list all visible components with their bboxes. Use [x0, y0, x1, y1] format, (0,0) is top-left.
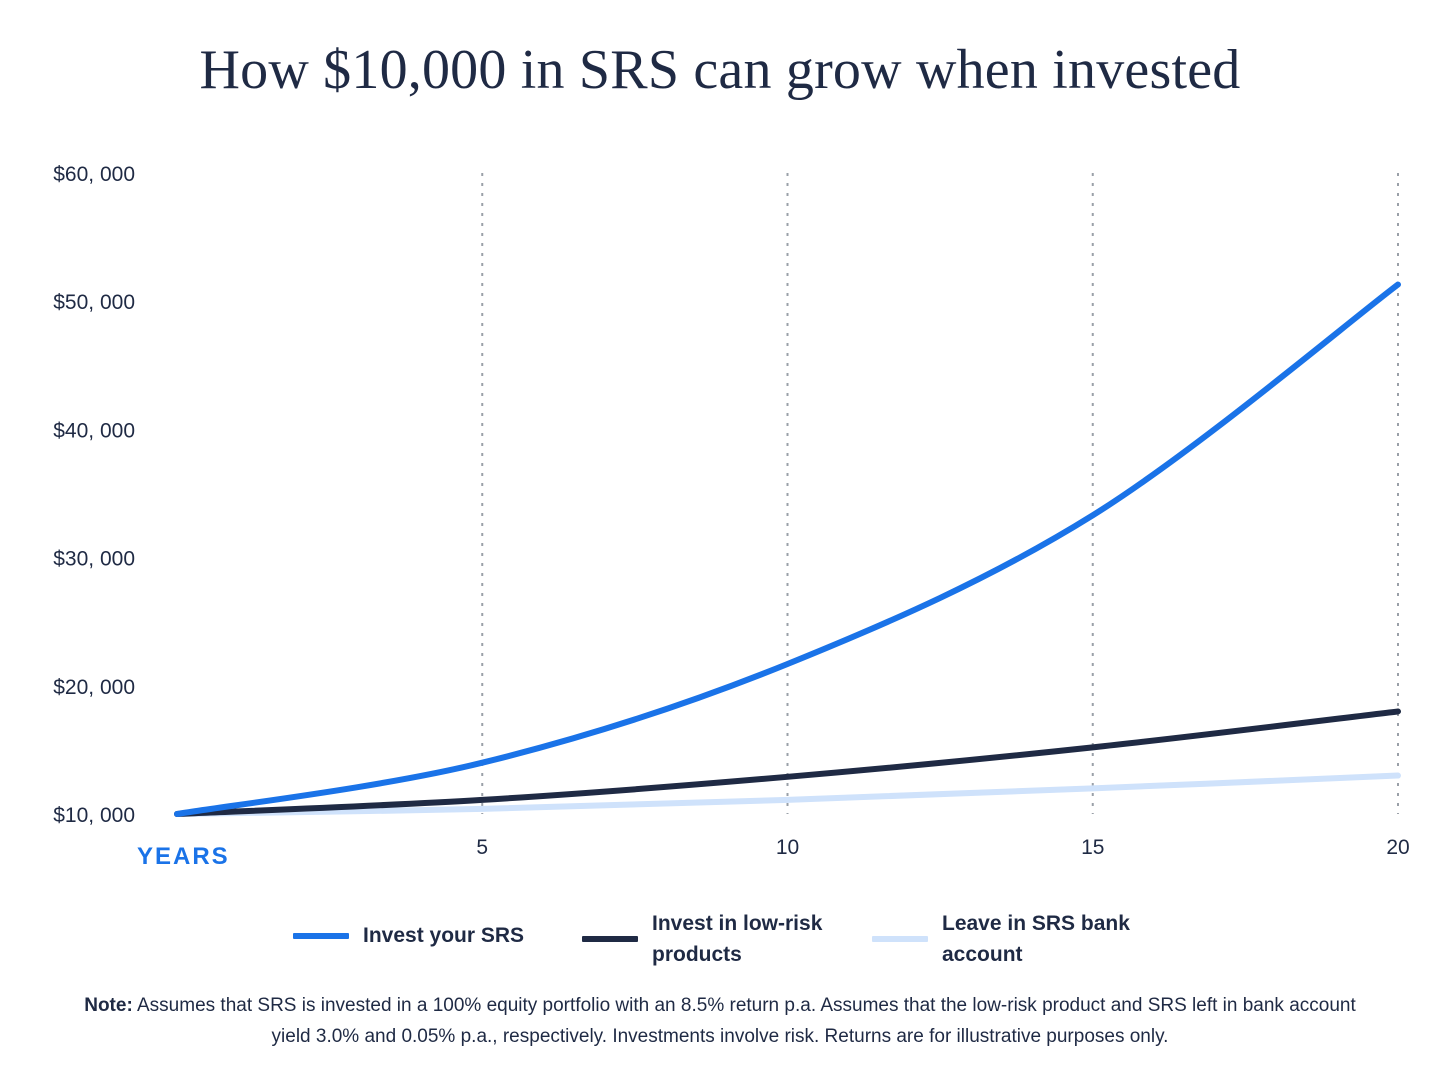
- legend-swatch-low-risk: [582, 936, 638, 942]
- footnote-prefix: Note:: [84, 995, 133, 1016]
- series-line-0: [174, 281, 1401, 817]
- legend-label-invest: Invest your SRS: [363, 924, 525, 947]
- footnote: Note: Assumes that SRS is invested in a …: [80, 990, 1360, 1052]
- chart-title: How $10,000 in SRS can grow when investe…: [199, 39, 1241, 101]
- x-tick-label: 10: [776, 836, 799, 859]
- x-tick-label: 20: [1386, 836, 1409, 859]
- series-line-1: [174, 708, 1401, 817]
- legend-item-invest: Invest your SRS: [293, 920, 524, 951]
- grid-lines: [481, 173, 1399, 814]
- legend-label-low-risk: Invest in low-risk products: [652, 912, 823, 966]
- x-tick-label: 15: [1081, 836, 1104, 859]
- y-tick-label: $40, 000: [53, 419, 135, 442]
- legend-label-bank: Leave in SRS bank account: [942, 912, 1130, 966]
- y-tick-label: $10, 000: [53, 804, 135, 827]
- y-tick-label: $30, 000: [53, 548, 135, 571]
- x-axis-ticks: 5 10 15 20: [476, 836, 1409, 859]
- footnote-text: Assumes that SRS is invested in a 100% e…: [132, 995, 1356, 1047]
- y-axis-ticks: $10, 000 $20, 000 $30, 000 $40, 000 $50, 000…: [53, 163, 135, 827]
- y-tick-label: $50, 000: [53, 291, 135, 314]
- y-tick-label: $60, 000: [53, 163, 135, 186]
- legend: Invest your SRS Invest in low-risk produ…: [0, 908, 1440, 978]
- legend-item-low-risk: Invest in low-risk products: [582, 908, 822, 970]
- series-line-2: [174, 772, 1401, 817]
- series-lines: [174, 281, 1401, 817]
- legend-item-bank: Leave in SRS bank account: [872, 908, 1130, 970]
- x-axis-label: YEARS: [137, 843, 230, 870]
- legend-swatch-bank: [872, 936, 928, 942]
- x-tick-label: 5: [476, 836, 488, 859]
- y-tick-label: $20, 000: [53, 676, 135, 699]
- legend-swatch-invest: [293, 932, 349, 939]
